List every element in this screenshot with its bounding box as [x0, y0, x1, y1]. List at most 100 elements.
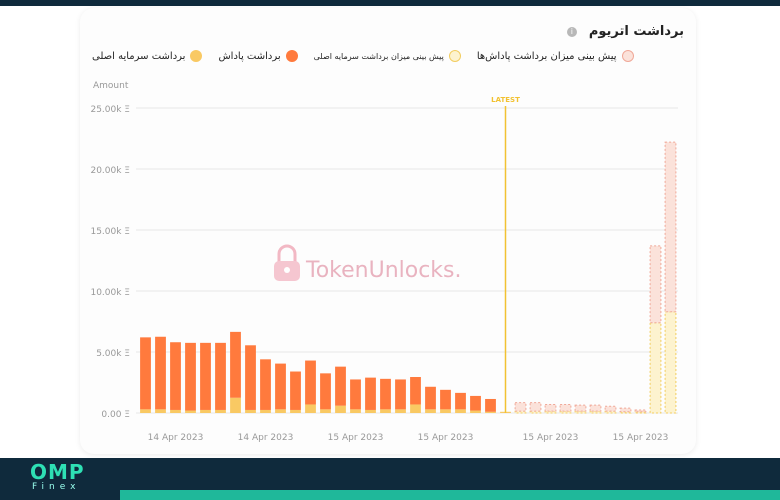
legend: پیش بینی میزان برداشت پاداش‌ها پیش بینی …: [92, 50, 692, 62]
bar-reward: [275, 363, 286, 410]
title-row: برداشت اتریوم i: [566, 24, 684, 39]
bar-principal: [230, 397, 241, 413]
legend-item-forecast-reward[interactable]: پیش بینی میزان برداشت پاداش‌ها: [477, 50, 634, 62]
bar-reward: [305, 360, 316, 405]
bar-principal: [305, 404, 316, 413]
bar-reward: [170, 342, 181, 410]
bar-forecast-reward: [589, 404, 602, 412]
footer-logo: OMP Finex: [30, 462, 85, 492]
bar-reward: [260, 359, 271, 410]
bar-principal: [245, 409, 256, 413]
bar-forecast-reward: [664, 141, 677, 313]
legend-item-forecast-principal[interactable]: پیش بینی میزان برداشت سرمایه اصلی: [314, 50, 461, 62]
y-tick-label: 10.00k Ξ: [90, 288, 130, 298]
bar-principal: [290, 409, 301, 413]
bar-principal: [485, 411, 496, 413]
bar-principal: [350, 409, 361, 413]
x-tick-label: 14 Apr 2023: [148, 433, 204, 443]
bar-forecast-reward: [529, 402, 542, 412]
bar-principal: [380, 409, 391, 413]
logo-main-text: OMP: [30, 460, 85, 484]
bar-reward: [140, 337, 151, 410]
footer-accent-bar: [120, 490, 780, 500]
bar-reward: [440, 389, 451, 410]
bar-principal: [410, 404, 421, 413]
info-icon[interactable]: i: [566, 26, 577, 37]
bar-reward: [185, 342, 196, 411]
bar-reward: [245, 345, 256, 410]
bar-principal: [140, 409, 151, 413]
bar-reward: [410, 377, 421, 405]
bar-principal: [440, 409, 451, 413]
legend-swatch-forecast-principal: [448, 50, 461, 62]
bar-reward: [425, 386, 436, 410]
bar-reward: [230, 331, 241, 398]
bar-reward: [215, 342, 226, 410]
bar-principal: [395, 409, 406, 413]
bar-principal: [425, 409, 436, 413]
bar-reward: [485, 398, 496, 412]
bar-principal: [275, 409, 286, 413]
x-tick-label: 15 Apr 2023: [523, 433, 579, 443]
legend-swatch-reward: [285, 50, 298, 62]
bar-forecast-principal: [664, 311, 677, 414]
bar-principal: [200, 409, 211, 413]
bar-reward: [335, 366, 346, 406]
logo-sub-text: Finex: [32, 482, 81, 492]
bar-forecast-principal: [574, 410, 587, 414]
legend-label-principal: برداشت سرمایه اصلی: [92, 50, 186, 62]
legend-label-forecast-principal: پیش بینی میزان برداشت سرمایه اصلی: [313, 51, 444, 61]
bar-forecast-reward: [649, 245, 662, 324]
bar-principal: [215, 409, 226, 413]
bar-forecast-reward: [544, 403, 557, 412]
latest-label: LATEST: [491, 96, 520, 104]
y-tick-label: 5.00k Ξ: [96, 349, 130, 359]
bar-reward: [350, 379, 361, 410]
chart-title: برداشت اتریوم: [588, 24, 684, 39]
bar-principal: [470, 410, 481, 413]
y-tick-label: 25.00k Ξ: [90, 105, 130, 115]
bar-reward: [380, 378, 391, 410]
bar-forecast-reward: [619, 407, 632, 413]
y-tick-label: 0.00 Ξ: [101, 410, 130, 420]
bar-forecast-reward: [514, 402, 527, 412]
bar-principal: [260, 409, 271, 413]
bar-forecast-reward: [574, 404, 587, 412]
bar-reward: [365, 377, 376, 410]
bar-forecast-reward: [559, 403, 572, 412]
bar-reward: [470, 395, 481, 411]
bar-reward: [455, 392, 466, 410]
watermark-lock-icon: [274, 244, 300, 281]
watermark: TokenUnlocks.: [274, 244, 462, 283]
legend-label-reward: برداشت پاداش: [218, 50, 281, 62]
legend-item-principal[interactable]: برداشت سرمایه اصلی: [92, 50, 203, 62]
bar-reward: [395, 379, 406, 410]
legend-swatch-principal: [190, 50, 203, 62]
bar-principal: [155, 409, 166, 413]
bar-forecast-reward: [604, 405, 617, 412]
bar-principal: [170, 409, 181, 413]
y-tick-label: 15.00k Ξ: [90, 227, 130, 237]
bar-forecast-principal: [544, 410, 557, 414]
legend-swatch-forecast-reward: [621, 50, 634, 62]
bar-forecast-principal: [559, 410, 572, 414]
x-tick-label: 15 Apr 2023: [613, 433, 669, 443]
bar-reward: [290, 371, 301, 410]
bar-principal: [335, 405, 346, 413]
legend-item-reward[interactable]: برداشت پاداش: [218, 50, 298, 62]
bar-reward: [155, 336, 166, 410]
y-tick-label: 20.00k Ξ: [90, 166, 130, 176]
bar-principal: [365, 409, 376, 413]
watermark-text: TokenUnlocks.: [305, 258, 462, 283]
x-tick-label: 15 Apr 2023: [328, 433, 384, 443]
bar-reward: [320, 373, 331, 410]
y-axis-label: Amount: [93, 81, 129, 91]
bar-forecast-reward: [634, 409, 647, 413]
bar-reward: [200, 342, 211, 410]
legend-label-forecast-reward: پیش بینی میزان برداشت پاداش‌ها: [476, 50, 617, 62]
bar-principal: [455, 409, 466, 413]
bar-forecast-principal: [589, 410, 602, 414]
x-tick-label: 14 Apr 2023: [238, 433, 294, 443]
bar-principal: [320, 409, 331, 413]
